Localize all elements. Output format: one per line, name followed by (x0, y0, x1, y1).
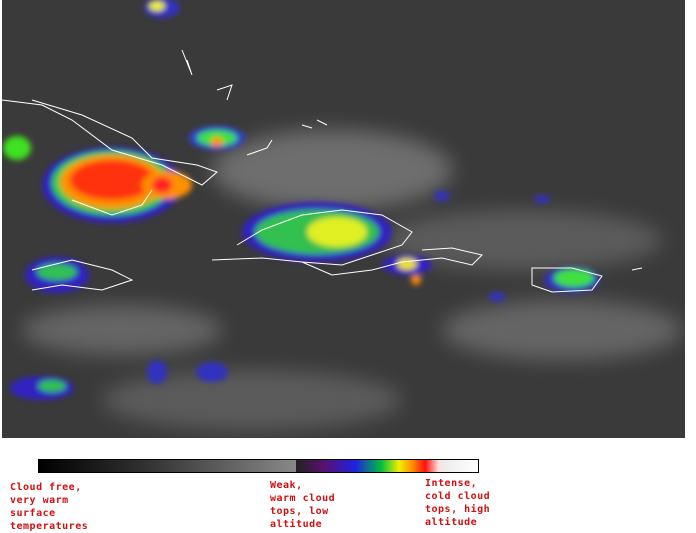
satellite-image (1, 0, 685, 438)
low-clouds (22, 130, 682, 430)
convective-clouds (3, 0, 600, 400)
color-scale-bar (38, 459, 479, 473)
satellite-map (1, 0, 682, 430)
legend-label-intense: Intense, cold cloud tops, high altitude (425, 478, 491, 528)
legend-label-weak: Weak, warm cloud tops, low altitude (270, 480, 336, 530)
legend-label-cloud-free: Cloud free, very warm surface temperatur… (10, 482, 89, 532)
coastlines (1, 49, 643, 293)
